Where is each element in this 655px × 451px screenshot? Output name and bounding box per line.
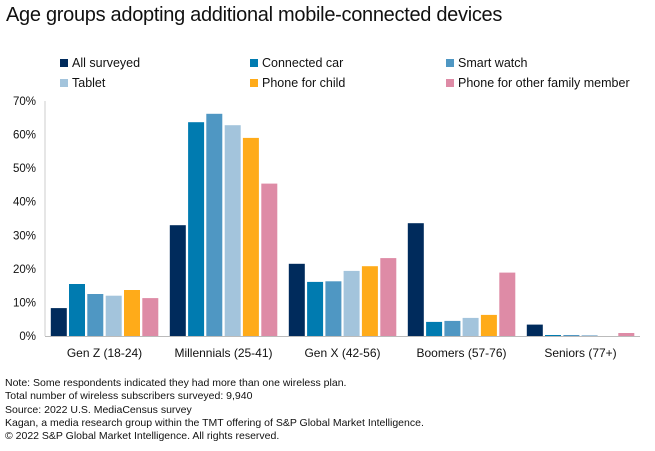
bar bbox=[69, 284, 85, 336]
y-tick-label: 30% bbox=[13, 230, 36, 242]
note-line: Note: Some respondents indicated they ha… bbox=[5, 377, 347, 389]
x-tick-label: Gen X (42-56) bbox=[304, 346, 380, 360]
y-tick-label: 70% bbox=[13, 96, 36, 108]
note-line: © 2022 S&P Global Market Intelligence. A… bbox=[5, 430, 280, 443]
bar bbox=[105, 295, 122, 336]
bar bbox=[426, 321, 443, 336]
legend-swatch bbox=[446, 59, 454, 67]
bar bbox=[124, 290, 140, 336]
legend-label: Phone for other family member bbox=[458, 76, 630, 90]
x-tick-label: Seniors (77+) bbox=[544, 346, 616, 360]
legend-item: Connected car bbox=[250, 56, 343, 70]
bar bbox=[50, 308, 67, 336]
note-line: Source: 2022 U.S. MediaCensus survey bbox=[5, 403, 192, 416]
y-tick-label: 60% bbox=[13, 130, 36, 142]
bar bbox=[618, 333, 635, 336]
bar bbox=[407, 223, 424, 336]
legend-item: Tablet bbox=[60, 76, 105, 90]
y-tick-label: 0% bbox=[19, 331, 36, 343]
legend-label: Phone for child bbox=[262, 76, 346, 90]
bar bbox=[499, 272, 516, 336]
chart-notes: Note: Some respondents indicated they ha… bbox=[5, 377, 424, 443]
x-tick-label: Millennials (25-41) bbox=[174, 346, 272, 360]
bar bbox=[380, 258, 397, 336]
bar bbox=[325, 281, 342, 336]
legend-item: All surveyed bbox=[60, 56, 140, 70]
legend-label: All surveyed bbox=[72, 56, 141, 70]
legend-swatch bbox=[250, 79, 258, 87]
bar bbox=[188, 122, 205, 336]
bar bbox=[288, 263, 305, 336]
bar bbox=[526, 324, 543, 336]
bar bbox=[361, 266, 378, 336]
x-tick-label: Gen Z (18-24) bbox=[67, 346, 142, 360]
bar bbox=[142, 298, 159, 336]
legend-swatch bbox=[60, 59, 68, 67]
bar bbox=[307, 281, 324, 336]
bar bbox=[87, 294, 104, 336]
bar bbox=[581, 335, 598, 336]
y-tick-label: 20% bbox=[13, 264, 36, 276]
note-line: Kagan, a media research group within the… bbox=[5, 416, 424, 429]
x-tick-label: Boomers (57-76) bbox=[416, 346, 506, 360]
bar bbox=[545, 335, 561, 336]
bar bbox=[242, 137, 259, 336]
legend-item: Phone for other family member bbox=[446, 76, 630, 90]
bar bbox=[444, 320, 461, 336]
bar bbox=[206, 113, 223, 336]
legend-label: Smart watch bbox=[458, 56, 528, 70]
bar bbox=[169, 225, 186, 336]
chart-title: Age groups adopting additional mobile-co… bbox=[6, 4, 503, 26]
legend-item: Phone for child bbox=[250, 76, 345, 90]
note-line: Total number of wireless subscribers sur… bbox=[5, 390, 253, 403]
legend-label: Connected car bbox=[262, 56, 344, 70]
y-tick-label: 40% bbox=[13, 197, 36, 209]
y-tick-label: 50% bbox=[13, 163, 36, 175]
bar bbox=[343, 270, 360, 336]
legend-swatch bbox=[250, 59, 258, 67]
bar bbox=[462, 317, 479, 336]
y-tick-label: 10% bbox=[13, 297, 36, 309]
legend-item: Smart watch bbox=[446, 56, 527, 70]
bar bbox=[261, 183, 278, 336]
bar bbox=[480, 314, 497, 336]
bar bbox=[563, 335, 580, 336]
bar bbox=[224, 125, 241, 336]
legend-label: Tablet bbox=[72, 76, 106, 90]
legend-swatch bbox=[60, 79, 68, 87]
legend-swatch bbox=[446, 79, 454, 87]
